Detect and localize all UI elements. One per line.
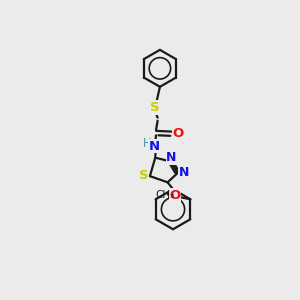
Text: N: N xyxy=(166,151,177,164)
Text: S: S xyxy=(151,101,160,114)
Text: S: S xyxy=(139,169,148,182)
Text: N: N xyxy=(178,166,189,179)
Text: H: H xyxy=(143,136,152,149)
Text: N: N xyxy=(149,140,160,153)
Text: CH₃: CH₃ xyxy=(155,190,175,200)
Text: O: O xyxy=(169,189,181,202)
Text: O: O xyxy=(173,127,184,140)
